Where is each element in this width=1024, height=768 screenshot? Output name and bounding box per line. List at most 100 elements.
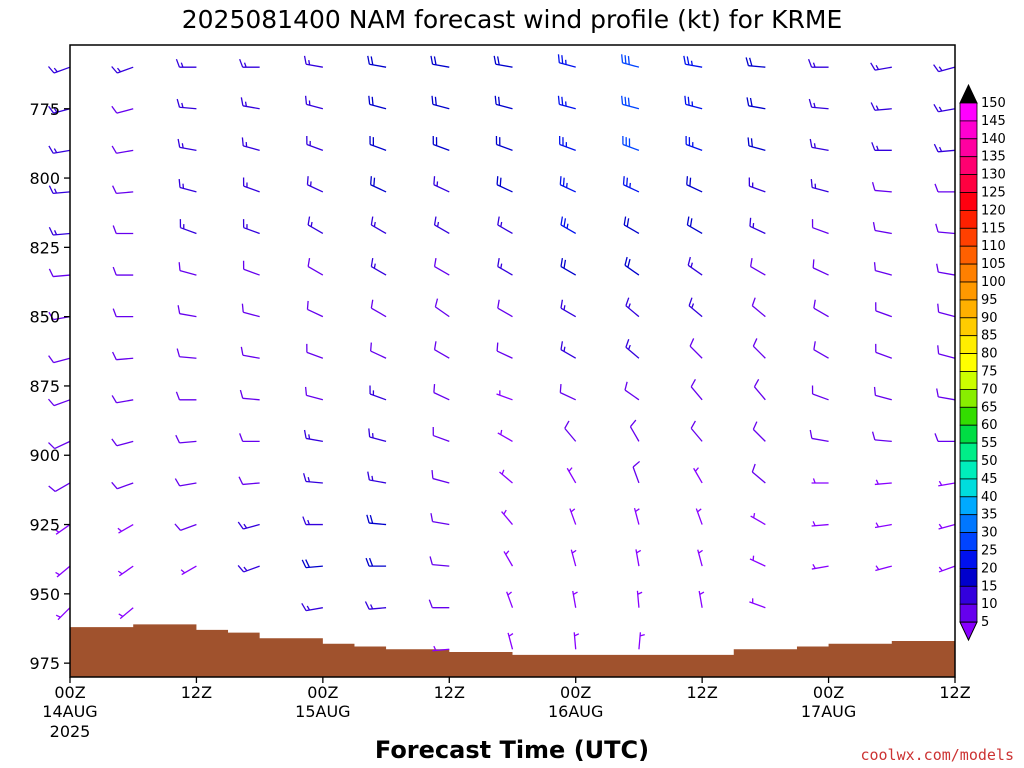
wind-barb — [431, 95, 450, 110]
wind-barb — [493, 55, 513, 68]
wind-barb — [935, 223, 956, 235]
wind-barb — [433, 258, 450, 276]
y-tick-label: 975 — [29, 654, 60, 673]
wind-barb — [430, 55, 450, 68]
wind-barb — [306, 300, 324, 318]
y-tick-label: 825 — [29, 238, 60, 257]
y-tick-label: 800 — [29, 169, 60, 188]
wind-barb — [747, 137, 766, 151]
wind-barb — [365, 557, 387, 567]
wind-barb — [873, 386, 892, 401]
wind-barb — [48, 440, 71, 450]
wind-barb — [370, 299, 387, 318]
wind-barb — [933, 143, 956, 153]
wind-barb — [177, 305, 197, 318]
wind-barb — [936, 263, 956, 276]
wind-barb — [753, 379, 766, 401]
wind-barb — [495, 135, 513, 151]
wind-barb — [811, 219, 829, 235]
wind-barb — [938, 523, 956, 530]
wind-barb — [811, 563, 829, 570]
wind-barb — [751, 463, 766, 484]
colorbar-swatch — [959, 156, 978, 175]
colorbar-label: 150 — [981, 96, 1006, 111]
wind-barb — [697, 549, 703, 567]
wind-barb — [370, 258, 387, 276]
colorbar-label: 130 — [981, 168, 1006, 183]
wind-barb — [746, 97, 766, 110]
wind-barb — [180, 565, 197, 576]
wind-barb — [934, 183, 955, 193]
wind-barb — [242, 177, 260, 193]
wind-barb — [875, 565, 892, 572]
wind-barb — [112, 308, 134, 318]
wind-barb — [117, 523, 134, 534]
wind-barb — [573, 632, 580, 650]
colorbar-label: 5 — [981, 615, 989, 630]
wind-barb — [432, 645, 450, 652]
wind-barb — [872, 222, 892, 235]
wind-barb — [237, 521, 260, 530]
x-tick-label: 12Z — [181, 683, 212, 702]
wind-barb — [494, 95, 513, 110]
x-tick-date: 17AUG — [801, 702, 856, 721]
wind-barb — [638, 632, 645, 650]
x-tick-date: 14AUG — [42, 702, 97, 721]
wind-barb — [749, 598, 766, 609]
wind-barb — [306, 343, 324, 359]
wind-barb — [433, 176, 450, 193]
wind-barb — [745, 57, 766, 68]
colorbar-label: 25 — [981, 544, 998, 559]
x-tick-date: 16AUG — [548, 702, 603, 721]
wind-barb — [240, 346, 260, 359]
wind-barb — [873, 262, 892, 276]
wind-barb — [433, 216, 450, 235]
wind-barb — [625, 339, 640, 359]
wind-barb — [934, 433, 955, 443]
wind-barb — [497, 299, 513, 318]
chart-title: 2025081400 NAM forecast wind profile (kt… — [182, 5, 843, 34]
wind-barb — [175, 391, 197, 401]
colorbar-label: 145 — [981, 114, 1006, 129]
wind-barb — [750, 512, 766, 526]
wind-barb — [497, 429, 513, 442]
wind-barb — [434, 298, 450, 318]
wind-barb — [55, 565, 71, 578]
wind-barb — [506, 591, 514, 608]
colorbar-swatch — [959, 299, 978, 319]
y-tick-label: 875 — [29, 377, 60, 396]
wind-barb — [695, 508, 703, 525]
x-tick-label: 00Z — [560, 683, 591, 702]
colorbar-swatch — [959, 353, 978, 372]
colorbar-swatch — [959, 371, 978, 390]
wind-barb — [367, 471, 387, 484]
wind-barb — [812, 259, 829, 276]
x-tick-label: 12Z — [939, 683, 970, 702]
wind-barb — [178, 178, 197, 193]
colorbar-swatch — [959, 442, 978, 462]
wind-barb — [937, 303, 956, 318]
wind-barb — [625, 297, 640, 318]
colorbar-label: 140 — [981, 132, 1006, 147]
colorbar-label: 75 — [981, 365, 998, 380]
colorbar-label: 20 — [981, 561, 998, 576]
wind-barb — [178, 262, 197, 276]
wind-barb — [366, 514, 387, 526]
wind-barb — [570, 549, 577, 567]
wind-barb — [496, 342, 513, 359]
colorbar-label: 65 — [981, 400, 998, 415]
wind-barb — [111, 66, 134, 74]
colorbar-swatch — [959, 263, 978, 283]
wind-barb — [111, 105, 134, 114]
wind-barb — [428, 599, 450, 609]
wind-barb — [560, 258, 577, 276]
wind-barb — [559, 176, 576, 193]
colorbar-swatch — [959, 388, 978, 408]
wind-barb — [239, 389, 260, 401]
colorbar-legend: 1501451401351301251201151101051009590858… — [959, 83, 1006, 642]
wind-barb — [306, 135, 324, 151]
wind-barb — [112, 351, 134, 361]
colorbar-swatch — [959, 585, 978, 605]
wind-barb — [48, 268, 71, 278]
x-tick-label: 00Z — [813, 683, 844, 702]
